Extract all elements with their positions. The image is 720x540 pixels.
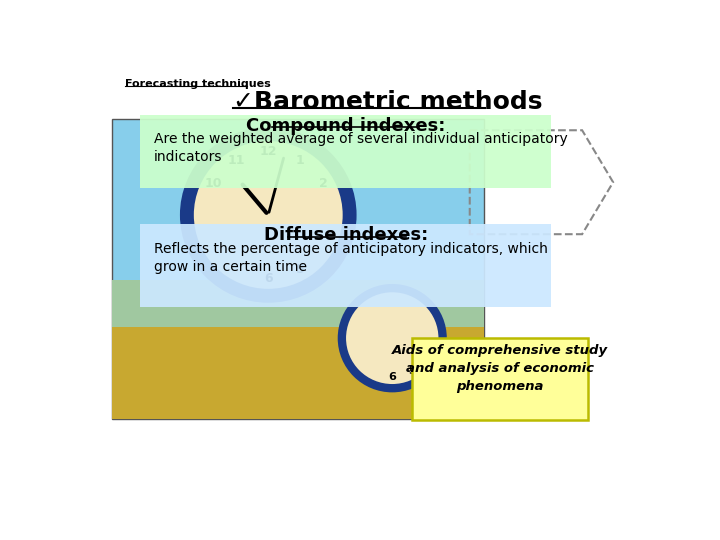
FancyBboxPatch shape xyxy=(112,119,484,419)
Text: 10: 10 xyxy=(204,177,222,190)
FancyBboxPatch shape xyxy=(140,115,551,188)
FancyBboxPatch shape xyxy=(112,280,484,327)
Text: Compound indexes:: Compound indexes: xyxy=(246,117,446,135)
FancyBboxPatch shape xyxy=(140,224,551,307)
FancyBboxPatch shape xyxy=(112,319,484,419)
Text: 1: 1 xyxy=(296,154,305,167)
Text: 2: 2 xyxy=(319,177,328,190)
Text: Are the weighted average of several individual anticipatory
indicators: Are the weighted average of several indi… xyxy=(153,132,567,164)
Text: 6: 6 xyxy=(388,372,396,382)
Text: Diffuse indexes:: Diffuse indexes: xyxy=(264,226,428,245)
Text: Reflects the percentage of anticipatory indicators, which
grow in a certain time: Reflects the percentage of anticipatory … xyxy=(153,242,547,274)
Circle shape xyxy=(187,134,350,296)
Text: 5: 5 xyxy=(296,263,305,276)
Text: 6: 6 xyxy=(264,272,273,285)
Text: Aids of comprehensive study
and analysis of economic
phenomena: Aids of comprehensive study and analysis… xyxy=(392,343,608,393)
Circle shape xyxy=(342,288,443,388)
Text: 5: 5 xyxy=(408,367,415,376)
Text: 12: 12 xyxy=(259,145,277,158)
Text: Forecasting techniques: Forecasting techniques xyxy=(125,79,271,89)
Text: 11: 11 xyxy=(228,154,246,167)
Text: ✓Barometric methods: ✓Barometric methods xyxy=(233,90,543,114)
FancyBboxPatch shape xyxy=(412,338,588,420)
